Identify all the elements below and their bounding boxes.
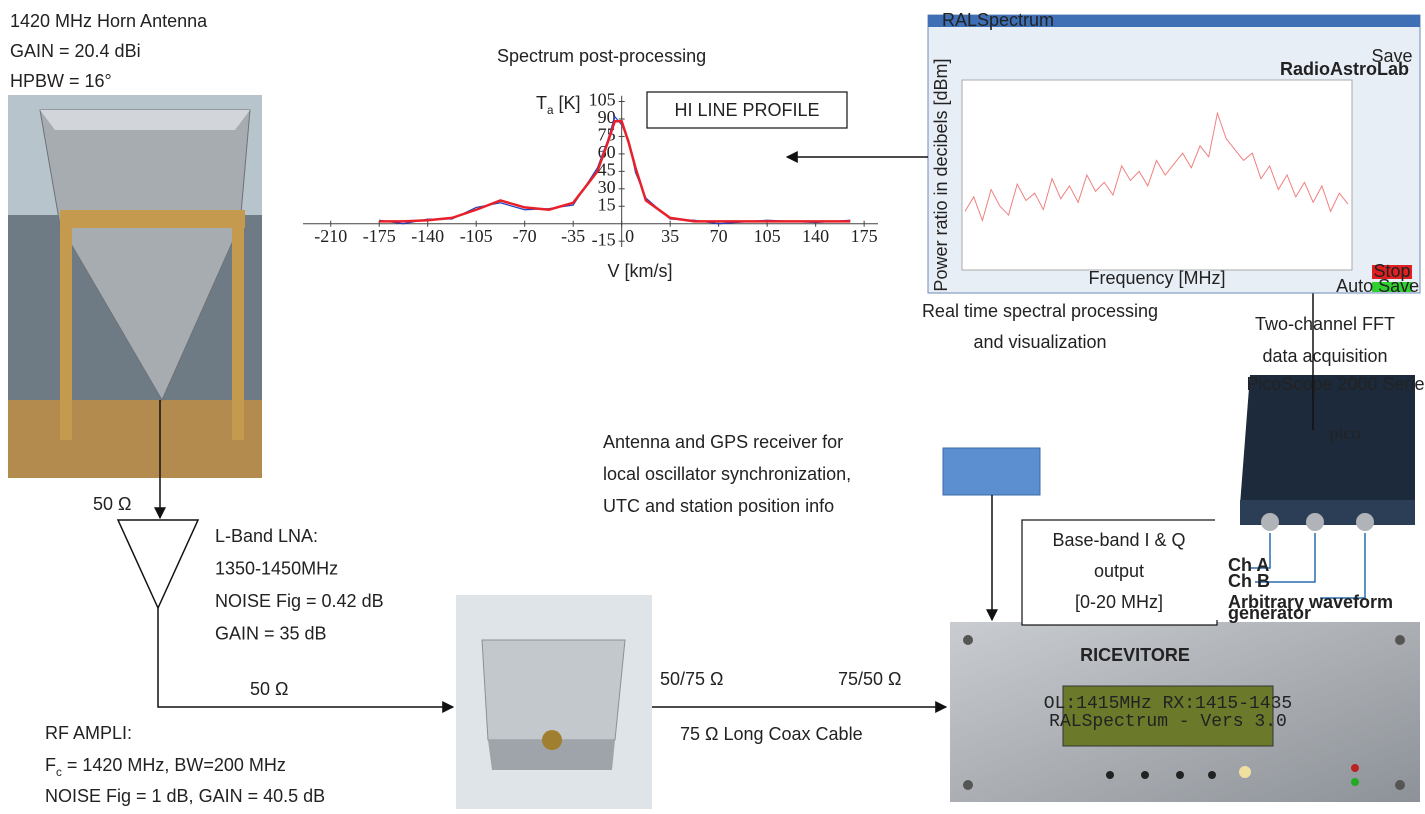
label-main: T	[536, 93, 547, 113]
spectrum-trace	[964, 111, 1349, 223]
label-rest: [K]	[554, 93, 581, 113]
label: L-Band LNA:	[215, 526, 318, 546]
y-tick-label: -15	[592, 229, 616, 249]
label-rest: = 1420 MHz, BW=200 MHz	[62, 755, 286, 775]
label: Save	[1371, 46, 1412, 66]
x-tick-label: -210	[314, 226, 347, 246]
label: RALSpectrum	[942, 10, 1054, 30]
label-sub: c	[56, 766, 62, 779]
label-sub: a	[547, 104, 554, 117]
label: GAIN = 35 dB	[215, 623, 327, 643]
label: Ch B	[1228, 571, 1270, 591]
x-tick-label: -70	[513, 226, 537, 246]
fit-line	[379, 120, 851, 223]
x-tick-label: 105	[754, 226, 781, 246]
label: RadioAstroLab	[1280, 59, 1409, 79]
label: HPBW = 16°	[10, 71, 112, 91]
label: generator	[1228, 603, 1311, 623]
x-axis-label: V [km/s]	[607, 261, 672, 281]
hi-plot: -210 -175 -140 -105 -70 -35 0 35 70 105 140 175 -15 1…	[303, 90, 878, 281]
label: NOISE Fig = 1 dB, GAIN = 40.5 dB	[45, 786, 325, 806]
label: 50/75 Ω	[660, 669, 724, 689]
label: RF AMPLI:	[45, 723, 132, 743]
software-window	[927, 14, 1421, 294]
label: HI LINE PROFILE	[674, 100, 819, 120]
label: 50 Ω	[93, 494, 131, 514]
label: Antenna and GPS receiver for	[603, 432, 843, 452]
label: NOISE Fig = 0.42 dB	[215, 591, 384, 611]
label: 75 Ω Long Coax Cable	[680, 724, 863, 744]
label-main: F	[45, 755, 56, 775]
label: output	[1094, 561, 1144, 581]
gps-antenna	[942, 447, 1041, 496]
label: 1420 MHz Horn Antenna	[10, 11, 208, 31]
baseband-box	[1021, 519, 1218, 626]
label: Two-channel FFT	[1255, 314, 1395, 334]
label: Auto Save Off	[1336, 276, 1425, 296]
receiver-photo	[950, 622, 1420, 802]
x-tick-label: 35	[661, 226, 679, 246]
y-tick-label: 105	[589, 90, 616, 110]
label: [0-20 MHz]	[1075, 592, 1163, 612]
x-tick-label: 140	[802, 226, 829, 246]
label: and visualization	[973, 332, 1106, 352]
arrow	[157, 608, 455, 713]
label: 75/50 Ω	[838, 669, 902, 689]
y-tick-label: 45	[598, 159, 616, 179]
x-tick-label: -175	[363, 226, 396, 246]
antenna-photo	[8, 95, 262, 478]
x-tick-label: 70	[710, 226, 728, 246]
label: 50 Ω	[250, 679, 288, 699]
label: OL:1415MHz RX:1415-1435	[1044, 694, 1292, 714]
label: Power ratio in decibels [dBm]	[931, 58, 951, 291]
label: Real time spectral processing	[922, 301, 1158, 321]
label: GAIN = 20.4 dBi	[10, 41, 141, 61]
profile-box	[646, 91, 848, 129]
x-tick-label: -105	[460, 226, 493, 246]
label: RALSpectrum - Vers 3.0	[1049, 712, 1287, 732]
label: pico	[1330, 423, 1361, 443]
x-tick-label: 0	[625, 226, 634, 246]
label: local oscillator synchronization,	[603, 464, 851, 484]
label: Base-band I & Q	[1052, 530, 1185, 550]
label: data acquisition	[1262, 346, 1387, 366]
rf-ampli-photo	[456, 595, 652, 809]
label: Stop	[1373, 261, 1410, 281]
lna-symbol	[116, 519, 200, 610]
label: Fc = 1420 MHz, BW=200 MHz	[45, 755, 286, 779]
y-tick-label: 15	[598, 194, 616, 214]
y-tick-label: 90	[598, 107, 616, 127]
x-tick-label: 175	[851, 226, 878, 246]
label: RICEVITORE	[1080, 645, 1190, 665]
label: PicoScope 2000 Series	[1246, 374, 1425, 394]
label: Ch A	[1228, 555, 1269, 575]
x-tick-label: -140	[411, 226, 444, 246]
y-tick-label: 30	[598, 177, 616, 197]
label: Arbitrary waveform	[1228, 592, 1393, 612]
label: Frequency [MHz]	[1088, 268, 1225, 288]
label: Ta [K]	[536, 93, 581, 117]
label: Spectrum post-processing	[497, 46, 706, 66]
label: 1350-1450MHz	[215, 558, 338, 578]
pico-photo	[1215, 370, 1420, 620]
x-tick-label: -35	[561, 226, 585, 246]
label: UTC and station position info	[603, 496, 834, 516]
